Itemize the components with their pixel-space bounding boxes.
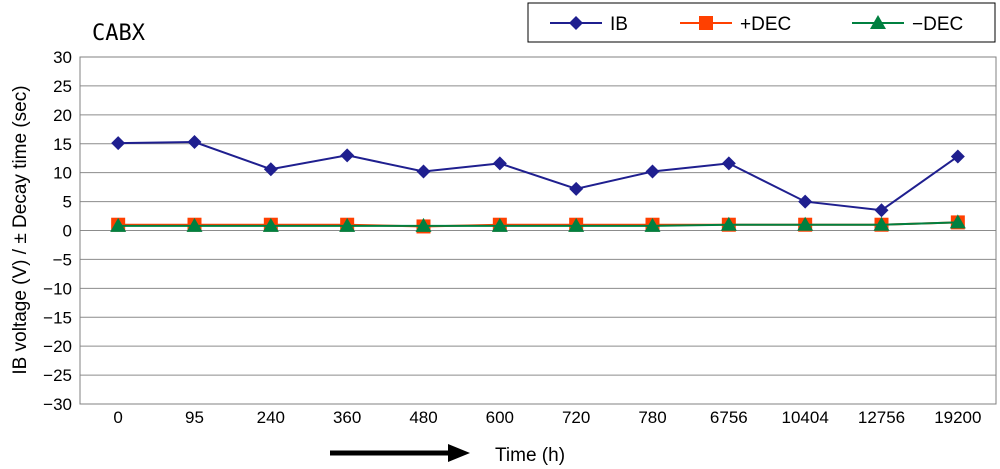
data-point <box>949 214 966 229</box>
data-point <box>644 217 661 232</box>
legend-label: +DEC <box>740 14 791 35</box>
series-0 <box>111 135 965 218</box>
data-point <box>339 217 356 232</box>
data-point <box>492 156 507 171</box>
x-tick-label: 480 <box>409 408 437 427</box>
time-arrow <box>330 444 470 462</box>
y-axis-ticks: −30 −25 −20 −15 −10 −5 0 5 10 15 20 25 30 <box>43 48 72 414</box>
x-tick-label: 12756 <box>858 408 905 427</box>
data-point <box>797 216 814 231</box>
legend-marker <box>870 15 886 29</box>
y-tick-label: −20 <box>43 337 72 356</box>
data-point <box>950 149 965 164</box>
y-axis-label: IB voltage (V) / ± Decay time (sec) <box>10 85 31 374</box>
legend-marker <box>699 16 713 30</box>
y-tick-label: 10 <box>53 164 72 183</box>
y-tick-label: 15 <box>53 135 72 154</box>
x-tick-label: 360 <box>333 408 361 427</box>
legend-label: IB <box>610 14 628 35</box>
grid <box>80 85 996 376</box>
series-line <box>118 141 959 212</box>
data-point <box>873 216 890 231</box>
data-point <box>491 217 508 232</box>
series-group <box>110 135 966 234</box>
y-tick-label: 0 <box>63 222 72 241</box>
data-point <box>874 203 889 218</box>
data-point <box>645 164 660 179</box>
y-tick-label: 25 <box>53 77 72 96</box>
data-point <box>263 162 278 177</box>
y-tick-label: −30 <box>43 395 72 414</box>
x-tick-label: 0 <box>113 408 122 427</box>
x-tick-label: 6756 <box>710 408 748 427</box>
y-tick-label: 5 <box>63 193 72 212</box>
y-tick-label: −25 <box>43 366 72 385</box>
legend-box <box>527 2 996 43</box>
data-point <box>568 217 585 232</box>
data-point <box>415 217 432 232</box>
x-tick-label: 240 <box>257 408 285 427</box>
y-tick-label: 30 <box>53 48 72 67</box>
series-2 <box>110 214 966 232</box>
x-axis-label: Time (h) <box>495 445 565 466</box>
x-tick-label: 19200 <box>934 408 981 427</box>
x-tick-label: 95 <box>185 408 204 427</box>
data-point <box>187 135 202 150</box>
legend-label: −DEC <box>912 14 963 35</box>
legend-marker <box>569 16 583 30</box>
data-point <box>569 181 584 196</box>
series-line <box>118 221 958 227</box>
chart-title: CABX <box>92 21 146 46</box>
x-axis-ticks: 0 95 240 360 480 600 720 780 6756 10404 12756 19200 <box>113 408 981 427</box>
x-tick-label: 780 <box>638 408 666 427</box>
data-point <box>720 216 737 231</box>
x-tick-label: 600 <box>486 408 514 427</box>
y-tick-label: 20 <box>53 106 72 125</box>
data-point <box>416 164 431 179</box>
y-tick-label: −15 <box>43 308 72 327</box>
data-point <box>721 156 736 171</box>
y-tick-label: −10 <box>43 279 72 298</box>
data-point <box>111 136 126 151</box>
y-tick-label: −5 <box>53 250 72 269</box>
data-point <box>186 217 203 232</box>
data-point <box>110 217 127 232</box>
data-point <box>340 148 355 163</box>
plot-area <box>79 56 997 405</box>
data-point <box>262 217 279 232</box>
legend: IB +DEC −DEC <box>550 14 963 35</box>
data-point <box>798 194 813 209</box>
x-tick-label: 10404 <box>782 408 829 427</box>
x-tick-label: 720 <box>562 408 590 427</box>
